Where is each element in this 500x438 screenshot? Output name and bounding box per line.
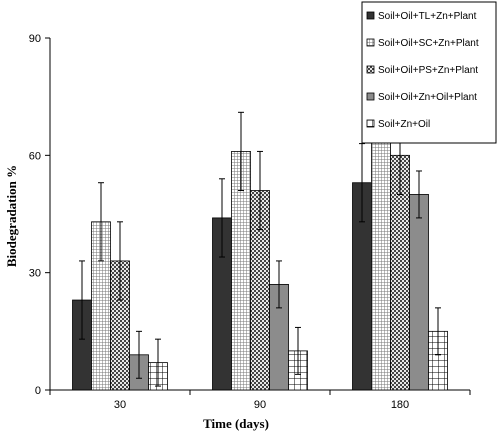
y-tick-label: 60: [29, 150, 41, 162]
legend-swatch: [366, 92, 375, 101]
x-tick-label: 180: [391, 399, 409, 411]
legend-box: [361, 1, 497, 144]
x-axis-title: Time (days): [203, 416, 269, 431]
y-tick-label: 0: [35, 385, 41, 397]
bar: [409, 194, 429, 391]
y-tick-label: 30: [29, 268, 41, 280]
x-tick-label: 30: [114, 399, 126, 411]
legend-label: Soil+Oil+TL+Zn+Plant: [378, 11, 477, 22]
legend-label: Soil+Oil+Zn+Oil+Plant: [378, 92, 477, 103]
legend-swatch: [366, 38, 375, 47]
legend-label: Soil+Oil+PS+Zn+Plant: [378, 65, 478, 76]
legend: Soil+Oil+TL+Zn+Plant Soil+Oil+SC+Zn+Plant…: [361, 1, 497, 144]
legend-swatch: [366, 11, 375, 20]
legend-label: Soil+Oil+SC+Zn+Plant: [378, 38, 479, 49]
legend-swatch: [366, 65, 375, 74]
y-tick-label: 90: [29, 33, 41, 45]
y-axis-title: Biodegradation %: [4, 165, 19, 267]
legend-swatch: [366, 119, 375, 128]
x-tick-label: 90: [254, 399, 266, 411]
legend-label: Soil+Zn+Oil: [378, 119, 430, 130]
